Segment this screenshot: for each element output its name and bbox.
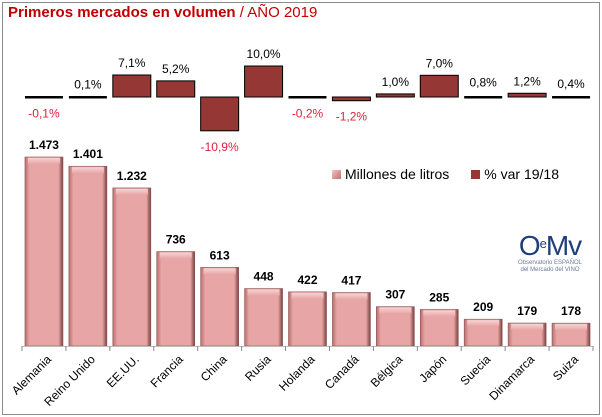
- volume-bar: [24, 156, 64, 347]
- x-tick-label: Holanda: [276, 352, 318, 394]
- volume-data-label: 179: [517, 304, 537, 318]
- volume-data-label: 1.232: [117, 169, 147, 183]
- volume-data-label: 1.401: [73, 147, 103, 161]
- volume-bar-bevel: [27, 158, 60, 164]
- x-tick-label: Suiza: [550, 352, 581, 383]
- x-tick-label: Alemania: [9, 352, 55, 398]
- volume-bar-bevel: [71, 167, 104, 174]
- var-bar: [331, 96, 371, 102]
- oemv-logo: OeMv Observatorio ESPAÑOL del Mercado de…: [512, 232, 588, 274]
- x-tick-label: EE.UU.: [104, 352, 142, 390]
- title-suffix: / AÑO 2019: [239, 4, 318, 21]
- var-bar: [507, 92, 547, 98]
- var-data-label: 1,2%: [513, 74, 541, 88]
- legend: Millones de litros % var 19/18: [332, 166, 559, 182]
- legend-label-var: % var 19/18: [484, 166, 559, 182]
- volume-bar-bevel: [335, 293, 368, 300]
- x-tick-label: Japón: [416, 352, 449, 385]
- volume-bar: [288, 291, 327, 347]
- var-bar: [419, 74, 459, 98]
- volume-data-label: 422: [297, 273, 317, 287]
- volume-bar-bevel: [203, 268, 236, 275]
- volume-series: 1.473 1.401 1.232 736 613 448 422 417 307 285 209 1…: [24, 138, 591, 347]
- var-data-label: 0,1%: [74, 78, 102, 92]
- x-tick-label: Canadá: [322, 352, 362, 392]
- logo-line2: del Mercado del VINO: [520, 267, 580, 273]
- volume-bar: [200, 267, 239, 347]
- logo-mark: OeMv: [518, 230, 582, 261]
- var-data-label: 1,0%: [382, 75, 410, 89]
- volume-data-label: 209: [473, 300, 493, 314]
- title-main: Primeros mercados en volumen: [8, 4, 236, 21]
- var-data-label: -0,1%: [28, 106, 60, 120]
- x-tick-label: Rusia: [242, 352, 274, 384]
- volume-bar-bevel: [247, 289, 280, 296]
- var-data-label: -0,2%: [292, 107, 324, 121]
- volume-bar-bevel: [291, 292, 324, 299]
- var-bar: [552, 96, 591, 99]
- volume-data-label: 178: [561, 304, 581, 318]
- volume-bar: [112, 187, 152, 347]
- volume-data-label: 307: [385, 288, 405, 302]
- x-tick-label: Francia: [148, 352, 186, 390]
- logo-line1: Observatorio ESPAÑOL: [518, 260, 582, 266]
- var-data-label: 0,8%: [470, 76, 498, 90]
- volume-bar-bevel: [379, 307, 412, 314]
- x-tick-label: China: [198, 352, 230, 384]
- var-bar: [288, 96, 327, 99]
- x-tick-label: Bélgica: [368, 352, 406, 390]
- volume-bar: [332, 292, 371, 347]
- var-bar: [112, 74, 152, 98]
- var-bar: [68, 96, 107, 99]
- x-tick-label: Dinamarca: [486, 352, 537, 403]
- volume-bar-bevel: [159, 252, 192, 259]
- volume-bar-bevel: [555, 324, 588, 331]
- volume-bar: [156, 251, 196, 347]
- volume-data-label: 448: [254, 270, 274, 284]
- var-bar: [24, 96, 63, 99]
- volume-data-label: 613: [210, 248, 230, 262]
- var-data-label: -1,2%: [336, 110, 368, 124]
- var-bar: [464, 96, 503, 99]
- var-bar: [200, 96, 240, 132]
- volume-data-label: 736: [166, 233, 186, 247]
- legend-swatch-var: [471, 169, 481, 179]
- volume-bar-bevel: [423, 310, 456, 317]
- volume-bar-bevel: [511, 324, 544, 331]
- var-data-label: 5,2%: [162, 62, 190, 76]
- volume-bar-bevel: [467, 320, 500, 327]
- var-data-label: -10,9%: [201, 140, 239, 154]
- legend-label-volume: Millones de litros: [345, 166, 450, 182]
- var-data-label: 0,4%: [557, 77, 585, 91]
- legend-swatch-volume: [332, 169, 341, 179]
- var-series: -0,1% 0,1% 7,1% 5,2% -10,9% 10,0% -0,2% -1,2% 1,…: [24, 47, 591, 154]
- volume-data-label: 1.473: [29, 138, 59, 152]
- var-bar: [244, 65, 284, 98]
- var-data-label: 10,0%: [247, 47, 281, 61]
- volume-data-label: 285: [429, 290, 449, 304]
- chart-title: Primeros mercados en volumen / AÑO 2019: [8, 4, 317, 21]
- var-bar: [375, 93, 415, 98]
- volume-bar: [244, 288, 283, 347]
- var-data-label: 7,0%: [426, 56, 454, 70]
- volume-bar: [68, 165, 108, 347]
- x-tick-label: Suecia: [457, 352, 493, 388]
- volume-bar-bevel: [115, 188, 148, 195]
- volume-data-label: 417: [341, 273, 361, 287]
- var-bar: [156, 80, 196, 98]
- var-data-label: 7,1%: [118, 56, 146, 70]
